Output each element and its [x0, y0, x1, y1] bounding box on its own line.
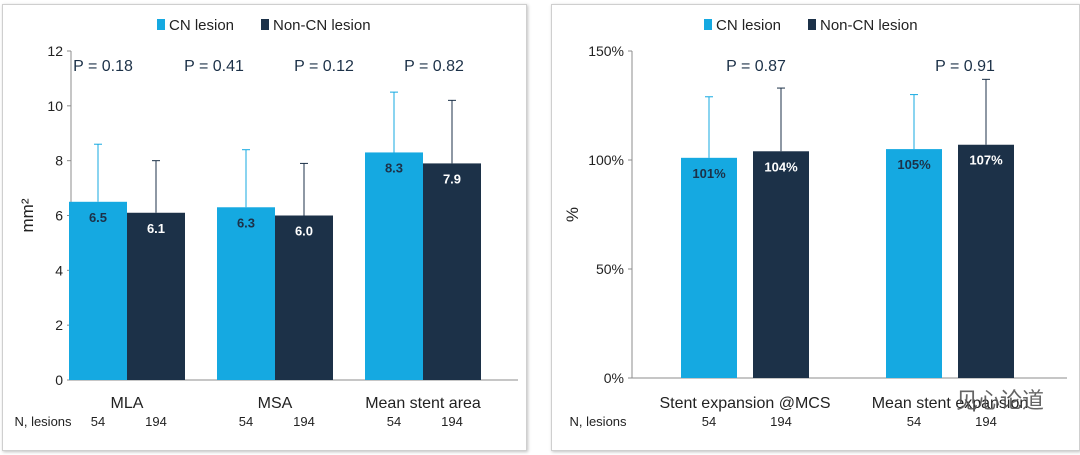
n-value: 54	[387, 414, 401, 429]
bar-value-label: 6.5	[89, 210, 107, 225]
p-value-label: P = 0.87	[726, 58, 786, 75]
p-value-label: P = 0.41	[184, 58, 244, 75]
y-tick-label: 6	[55, 208, 63, 224]
bar-cn	[365, 152, 423, 380]
bar-cn	[69, 201, 127, 380]
bar-noncn	[275, 215, 333, 380]
y-tick-label: 10	[47, 98, 63, 114]
bar-cn	[217, 207, 275, 380]
bar-cn	[681, 157, 737, 378]
bar-value-label: 104%	[764, 159, 798, 174]
chart-panel-right: CN lesion Non-CN lesion 0% 50% 100% 150%% P = …	[551, 4, 1080, 451]
bar-noncn	[423, 163, 481, 380]
y-tick-label: 2	[55, 317, 63, 333]
bar-value-label: 107%	[969, 153, 1003, 168]
bar-value-label: 8.3	[385, 160, 403, 175]
n-value: 194	[293, 414, 315, 429]
bar-noncn	[127, 212, 185, 380]
chart-left: CN lesion Non-CN lesion 0 2 4 6 8 10 12 mm² P = 0.…	[14, 17, 518, 429]
p-value-label: P = 0.91	[935, 58, 995, 75]
y-tick-label: 8	[55, 153, 63, 169]
bar-value-label: 6.1	[147, 221, 165, 236]
n-value: 54	[907, 414, 921, 429]
legend-label-noncn: Non-CN lesion	[820, 17, 918, 34]
legend-swatch-cn	[157, 19, 165, 30]
x-category-label: MLA	[111, 395, 144, 412]
legend-swatch-cn	[704, 19, 712, 30]
y-tick-label: 0	[55, 372, 63, 388]
bar-value-label: 6.3	[237, 215, 255, 230]
n-lesions-label: N, lesions	[569, 414, 627, 429]
n-lesions-label: N, lesions	[14, 414, 72, 429]
legend-swatch-noncn	[261, 19, 269, 30]
legend-label-noncn: Non-CN lesion	[273, 17, 371, 34]
bar-noncn	[753, 151, 809, 378]
n-value: 54	[91, 414, 105, 429]
bar-cn	[886, 149, 942, 378]
y-tick-label: 4	[55, 262, 63, 278]
bar-noncn	[958, 144, 1014, 378]
y-axis-label: mm²	[18, 198, 37, 232]
p-value-label: P = 0.82	[404, 58, 464, 75]
chart-panel-left: CN lesion Non-CN lesion 0 2 4 6 8 10 12 mm² P = 0.…	[2, 4, 527, 451]
n-value: 194	[145, 414, 167, 429]
n-value: 54	[239, 414, 253, 429]
watermark: 见心论道	[955, 389, 1044, 414]
legend-label-cn: CN lesion	[716, 17, 781, 34]
chart-right: CN lesion Non-CN lesion 0% 50% 100% 150%% P = …	[563, 17, 1067, 429]
y-axis-label: %	[563, 207, 582, 222]
x-category-label: MSA	[258, 395, 293, 412]
bar-value-label: 101%	[692, 166, 726, 181]
n-value: 194	[975, 414, 997, 429]
n-value: 54	[702, 414, 716, 429]
x-category-label: Mean stent expansion	[872, 395, 1029, 412]
p-value-label: P = 0.12	[294, 58, 354, 75]
legend-swatch-noncn	[808, 19, 816, 30]
n-value: 194	[441, 414, 463, 429]
y-tick-label: 12	[47, 43, 63, 59]
y-tick-label: 100%	[588, 152, 624, 168]
y-tick-label: 0%	[604, 370, 624, 386]
bar-value-label: 6.0	[295, 224, 313, 239]
bar-value-label: 105%	[897, 157, 931, 172]
y-tick-label: 150%	[588, 43, 624, 59]
x-category-label: Mean stent area	[365, 395, 481, 412]
n-value: 194	[770, 414, 792, 429]
y-tick-label: 50%	[596, 261, 624, 277]
bar-value-label: 7.9	[443, 171, 461, 186]
x-category-label: Stent expansion @MCS	[660, 395, 831, 412]
p-value-label: P = 0.18	[73, 58, 133, 75]
legend-label-cn: CN lesion	[169, 17, 234, 34]
